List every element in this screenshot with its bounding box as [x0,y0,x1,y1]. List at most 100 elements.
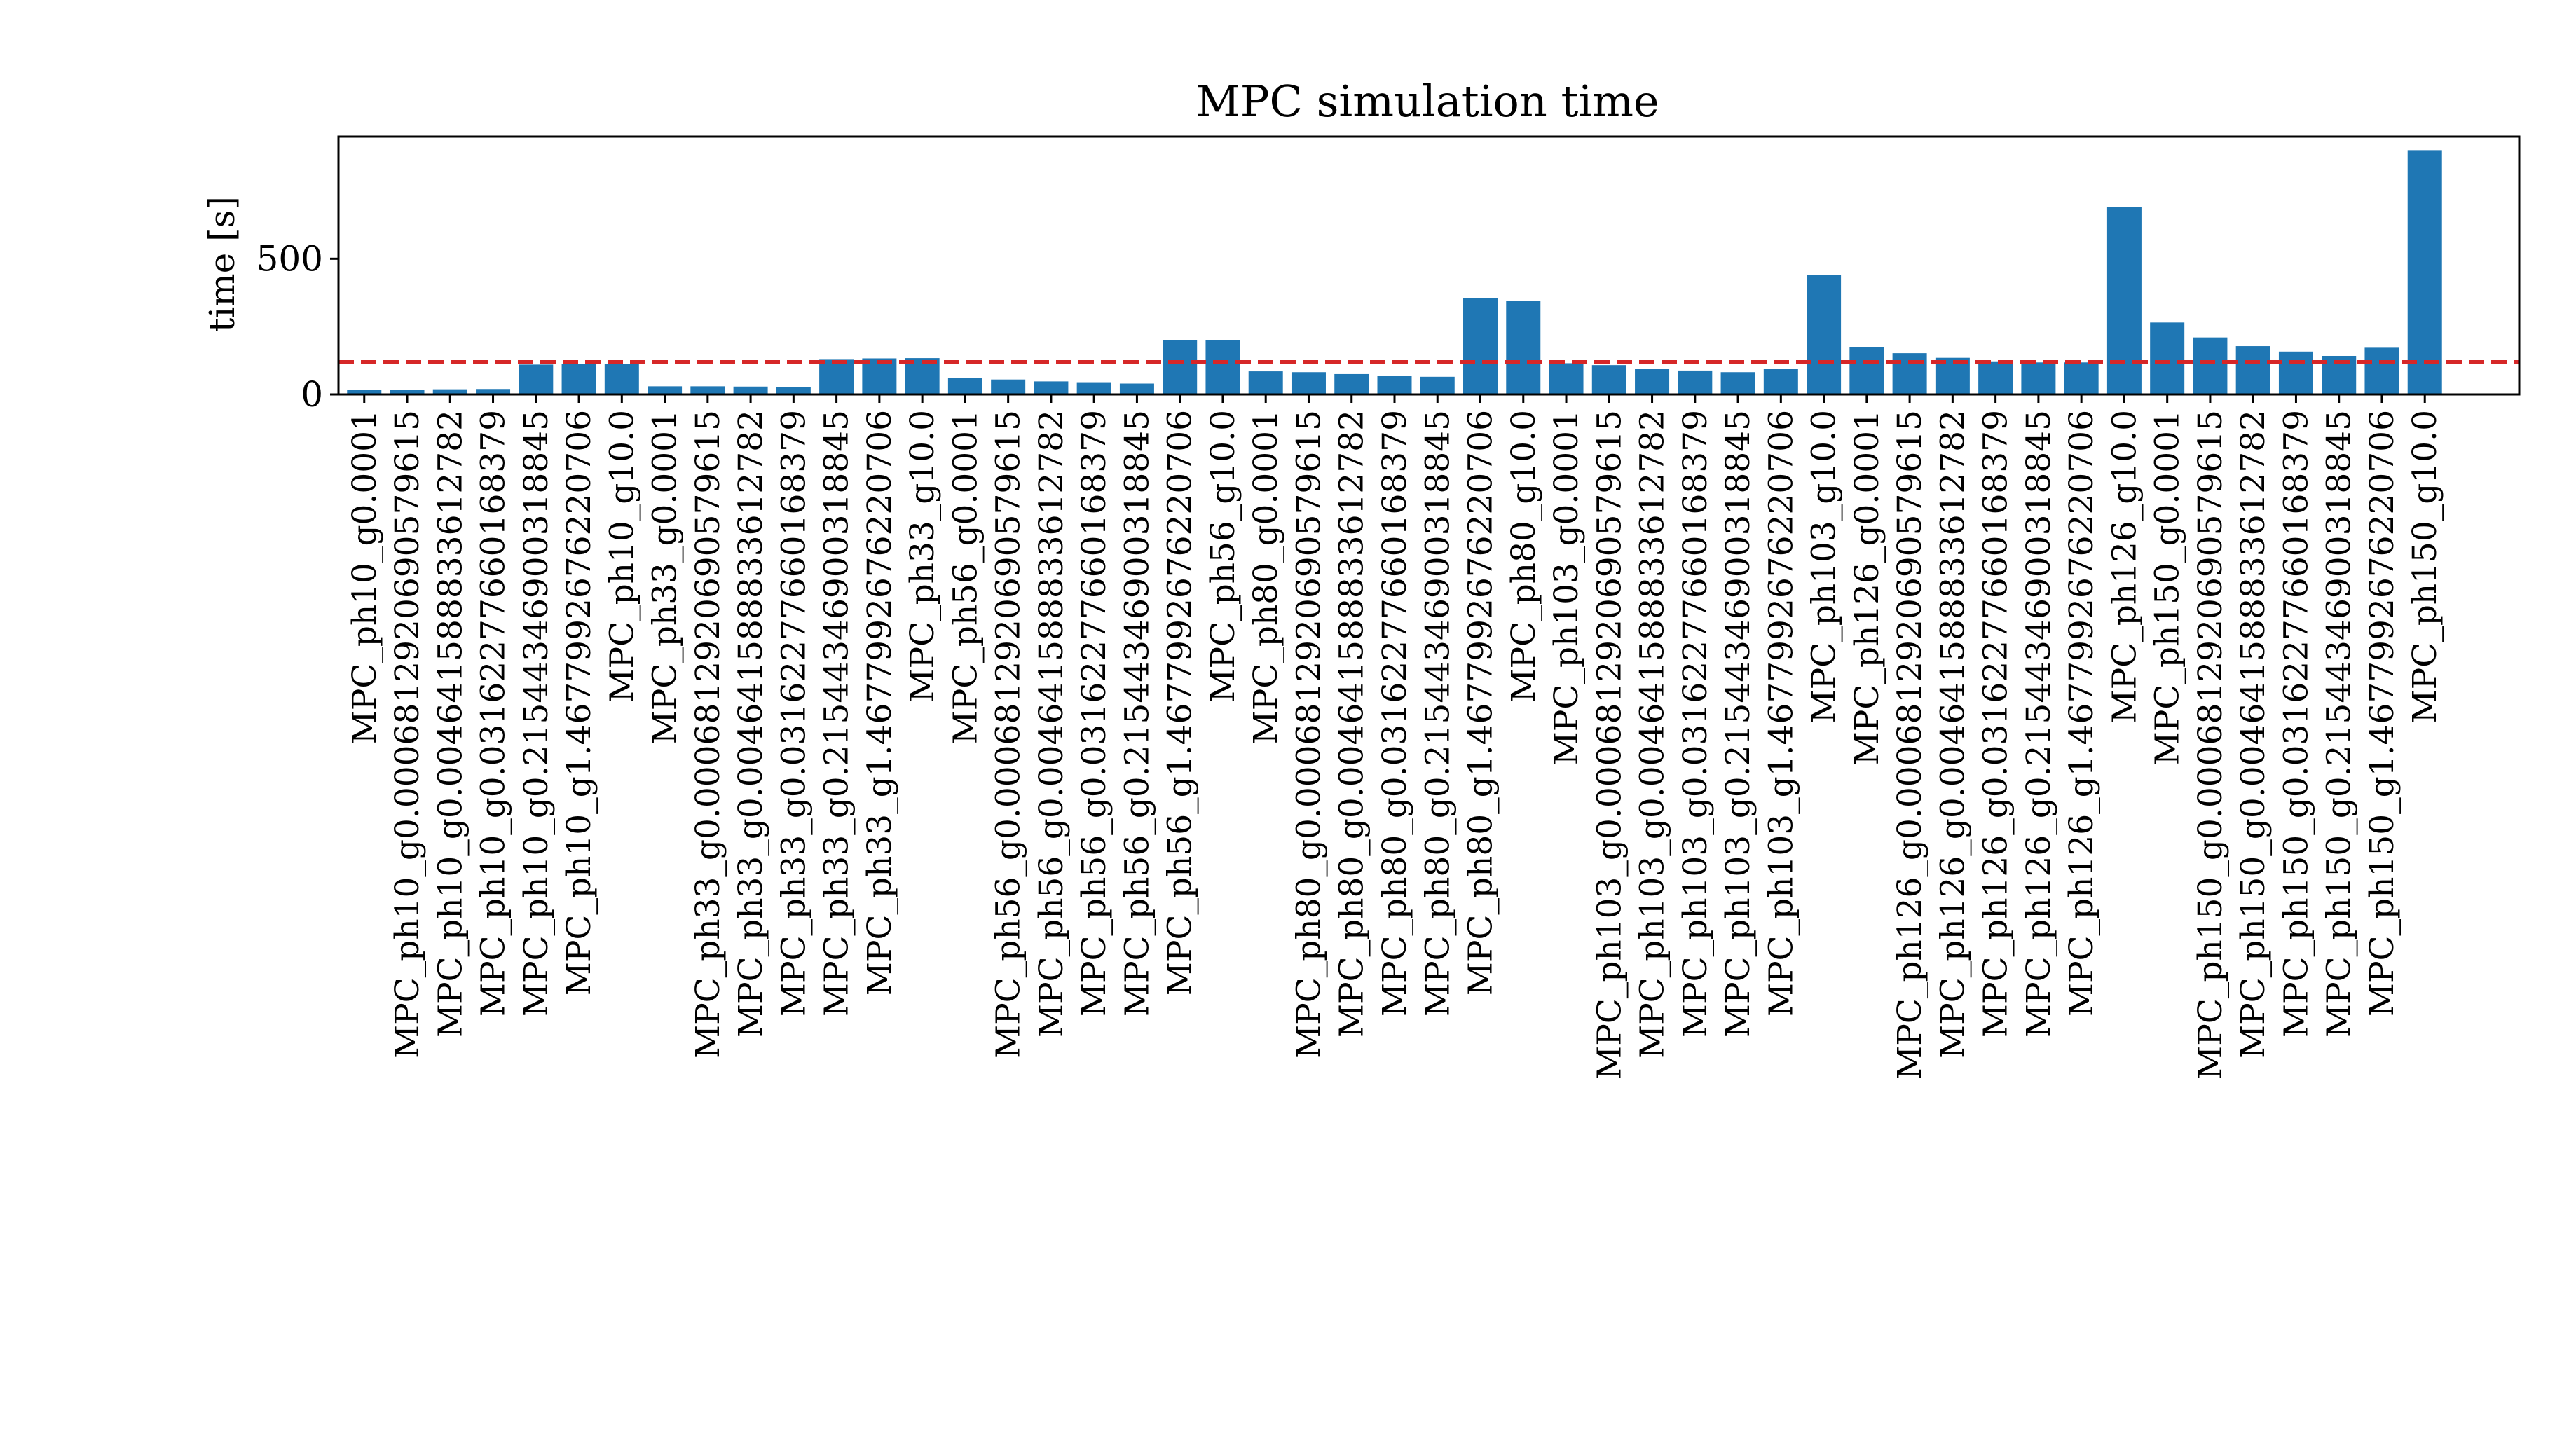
x-tick-label: MPC_ph56_g0.21544346900318845 [1118,410,1156,1017]
bar-19 [1163,340,1198,394]
x-tick-label: MPC_ph150_g0.21544346900318845 [2320,410,2359,1038]
x-tick-label: MPC_ph33_g0.03162277660168379 [774,410,813,1017]
x-tick-label: MPC_ph80_g0.0006812920690579615 [1289,410,1328,1059]
x-tick-label: MPC_ph33_g0.004641588833612782 [732,410,770,1038]
bar-26 [1463,298,1498,394]
x-tick-label: MPC_ph126_g0.0001 [1848,410,1886,765]
bar-11 [819,359,854,394]
x-tick-label: MPC_ph10_g0.0006812920690579615 [388,410,427,1059]
x-axis-ticks: MPC_ph10_g0.0001 MPC_ph10_g0.000681292069… [345,394,2444,1080]
x-tick-label: MPC_ph103_g0.0001 [1547,410,1586,765]
x-tick-label: MPC_ph33_g0.0001 [646,410,685,744]
bar-8 [690,386,725,394]
bar-23 [1334,373,1369,394]
x-tick-label: MPC_ph10_g0.004641588833612782 [431,410,470,1038]
bar-13 [905,358,940,394]
bar-7 [648,386,683,394]
x-tick-label: MPC_ph33_g1.4677992676220706 [861,410,899,996]
bar-25 [1420,376,1455,394]
bar-2 [432,389,467,394]
y-axis-ticks: 0 500 [256,238,338,415]
x-tick-label: MPC_ph103_g10.0 [1805,410,1844,724]
x-tick-label: MPC_ph126_g0.0006812920690579615 [1891,410,1929,1080]
bar-10 [776,387,811,394]
x-tick-label: MPC_ph33_g0.0006812920690579615 [689,410,727,1059]
x-tick-label: MPC_ph56_g1.4677992676220706 [1161,410,1200,996]
bar-9 [733,386,768,394]
x-tick-label: MPC_ph150_g10.0 [2406,410,2444,724]
bar-22 [1291,372,1326,394]
x-tick-label: MPC_ph10_g0.21544346900318845 [517,410,556,1017]
bar-21 [1248,371,1283,394]
x-tick-label: MPC_ph103_g0.0006812920690579615 [1590,410,1629,1080]
bar-41 [2106,207,2142,394]
bar-1 [390,390,425,394]
bar-3 [476,389,511,394]
bar-20 [1205,340,1240,394]
x-tick-label: MPC_ph10_g1.4677992676220706 [560,410,598,996]
bar-42 [2150,322,2185,394]
bar-12 [862,358,897,394]
x-tick-label: MPC_ph10_g0.0001 [345,410,384,744]
bar-0 [347,390,382,394]
bar-32 [1720,372,1755,394]
x-tick-label: MPC_ph56_g0.03162277660168379 [1075,410,1114,1017]
x-tick-label: MPC_ph80_g10.0 [1505,410,1543,703]
bar-37 [1935,357,1970,394]
x-tick-label: MPC_ph56_g0.004641588833612782 [1032,410,1071,1038]
chart-title: MPC simulation time [1195,76,1659,127]
bar-17 [1076,382,1111,394]
bar-16 [1034,381,1069,394]
bar-43 [2193,337,2228,394]
bar-28 [1549,363,1584,394]
x-tick-label: MPC_ph126_g0.03162277660168379 [1977,410,2015,1038]
bar-36 [1892,353,1927,394]
bar-44 [2235,346,2270,394]
bar-5 [561,364,596,394]
bar-40 [2064,362,2099,394]
x-tick-label: MPC_ph126_g10.0 [2105,410,2144,724]
x-tick-label: MPC_ph103_g0.03162277660168379 [1676,410,1715,1038]
x-tick-label: MPC_ph126_g0.004641588833612782 [1933,410,1972,1059]
bar-30 [1635,369,1670,394]
bar-18 [1119,383,1154,394]
y-tick-label: 500 [256,238,323,279]
x-tick-label: MPC_ph56_g0.0006812920690579615 [989,410,1028,1059]
bar-48 [2407,150,2442,395]
x-tick-label: MPC_ph10_g10.0 [603,410,641,703]
bar-6 [604,364,639,394]
x-tick-label: MPC_ph80_g0.0001 [1247,410,1285,744]
x-tick-label: MPC_ph80_g1.4677992676220706 [1462,410,1500,996]
bar-33 [1763,369,1798,394]
x-tick-label: MPC_ph150_g0.0006812920690579615 [2191,410,2230,1080]
x-tick-label: MPC_ph150_g0.004641588833612782 [2234,410,2273,1059]
y-axis-label: time [s] [202,196,242,332]
x-tick-label: MPC_ph103_g1.4677992676220706 [1762,410,1800,1017]
x-tick-label: MPC_ph80_g0.21544346900318845 [1418,410,1457,1017]
x-tick-label: MPC_ph150_g0.03162277660168379 [2277,410,2315,1038]
x-tick-label: MPC_ph33_g10.0 [903,410,942,703]
bar-35 [1849,347,1884,394]
bar-14 [947,378,982,394]
x-tick-label: MPC_ph103_g0.21544346900318845 [1719,410,1758,1038]
x-tick-label: MPC_ph103_g0.004641588833612782 [1633,410,1672,1059]
x-tick-label: MPC_ph33_g0.21544346900318845 [818,410,856,1017]
x-tick-label: MPC_ph10_g0.03162277660168379 [474,410,513,1017]
bar-24 [1377,376,1412,394]
y-tick-label: 0 [301,374,323,415]
x-tick-label: MPC_ph56_g0.0001 [946,410,985,744]
bar-29 [1591,365,1626,394]
bar-15 [991,379,1026,394]
bar-38 [1978,361,2013,394]
x-tick-label: MPC_ph150_g1.4677992676220706 [2363,410,2402,1017]
x-tick-label: MPC_ph56_g10.0 [1204,410,1242,703]
x-tick-label: MPC_ph80_g0.004641588833612782 [1333,410,1371,1038]
bar-31 [1678,370,1713,394]
bar-34 [1807,275,1842,394]
x-tick-label: MPC_ph126_g1.4677992676220706 [2062,410,2101,1017]
bar-27 [1506,301,1541,394]
x-tick-label: MPC_ph150_g0.0001 [2149,410,2187,765]
x-tick-label: MPC_ph80_g0.03162277660168379 [1376,410,1414,1017]
